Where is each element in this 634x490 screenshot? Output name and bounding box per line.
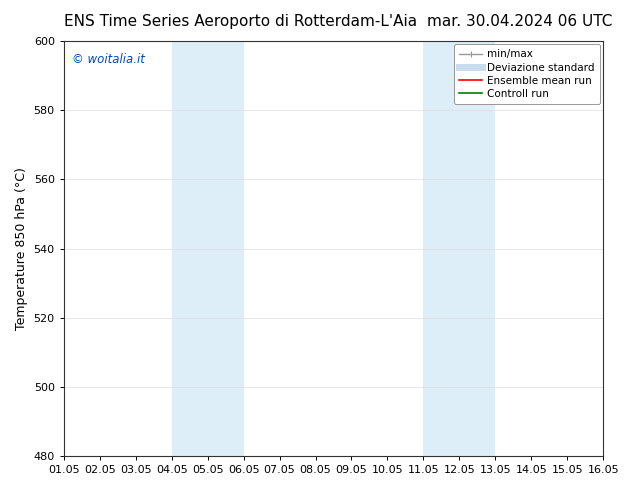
Text: mar. 30.04.2024 06 UTC: mar. 30.04.2024 06 UTC	[427, 14, 612, 29]
Legend: min/max, Deviazione standard, Ensemble mean run, Controll run: min/max, Deviazione standard, Ensemble m…	[454, 44, 600, 104]
Text: ENS Time Series Aeroporto di Rotterdam-L'Aia: ENS Time Series Aeroporto di Rotterdam-L…	[65, 14, 417, 29]
Bar	[424, 41, 495, 456]
Text: © woitalia.it: © woitalia.it	[72, 53, 145, 67]
Y-axis label: Temperature 850 hPa (°C): Temperature 850 hPa (°C)	[15, 167, 28, 330]
Bar	[172, 41, 243, 456]
